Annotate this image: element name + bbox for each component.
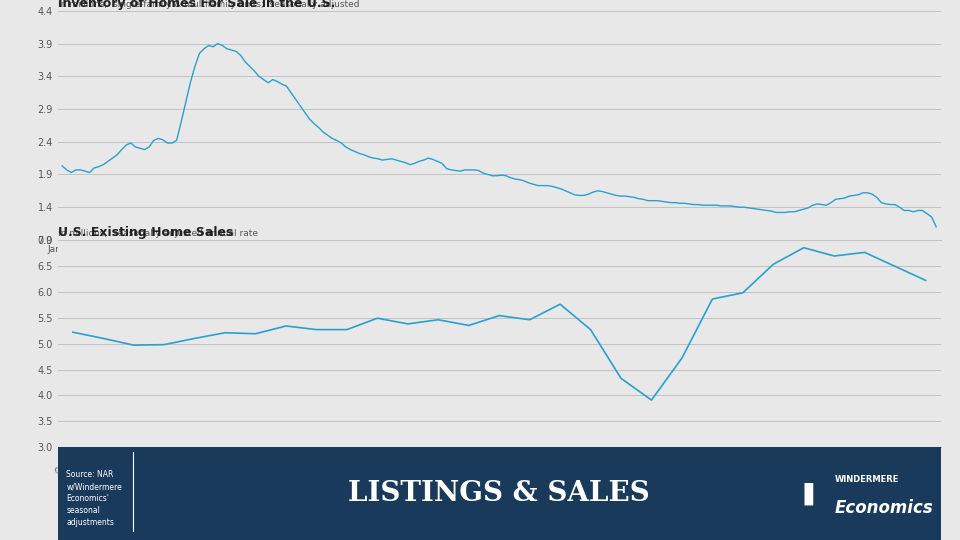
Text: Inventory of Homes For Sale in the U.S.: Inventory of Homes For Sale in the U.S. — [58, 0, 335, 10]
Text: U.S. Existing Home Sales: U.S. Existing Home Sales — [58, 226, 233, 239]
Text: WINDERMERE: WINDERMERE — [835, 475, 900, 484]
Text: Economics: Economics — [835, 498, 933, 517]
Text: Source: NAR
w/Windermere
Economics'
seasonal
adjustments: Source: NAR w/Windermere Economics' seas… — [66, 470, 122, 526]
Text: ▐: ▐ — [795, 482, 812, 505]
Text: LISTINGS & SALES: LISTINGS & SALES — [348, 480, 650, 507]
Text: in millions;  single-family & multifamily units;  seasonally adjusted: in millions; single-family & multifamily… — [58, 0, 359, 9]
Text: in millions;  seasonally adjusted annual rate: in millions; seasonally adjusted annual … — [58, 229, 257, 238]
